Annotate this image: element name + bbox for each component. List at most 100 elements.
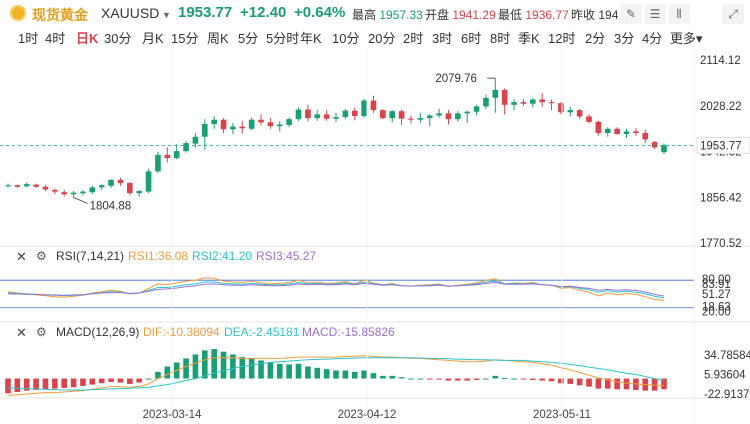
- tab-4时[interactable]: 4时: [45, 31, 66, 46]
- expand-icon[interactable]: ⤢: [722, 4, 744, 24]
- candle-body: [42, 186, 49, 190]
- stat-open: 开盘 1941.29: [425, 8, 496, 22]
- tab-20分[interactable]: 20分: [368, 31, 396, 46]
- tab-4分[interactable]: 4分: [642, 31, 663, 46]
- tab-周K[interactable]: 周K: [207, 31, 229, 46]
- tab-3时[interactable]: 3时: [432, 31, 453, 46]
- macd-bar: [127, 378, 133, 384]
- instrument-symbol[interactable]: XAUUSD: [101, 5, 160, 21]
- macd-bar: [42, 378, 49, 390]
- macd-bar: [183, 358, 189, 379]
- tab-更多[interactable]: 更多▾: [670, 31, 703, 46]
- macd-bar: [342, 370, 349, 379]
- tab-日K[interactable]: 日K: [76, 31, 99, 46]
- rsi-axis-label: 18.63: [702, 301, 731, 313]
- candle-body: [633, 131, 639, 134]
- candle-body: [576, 110, 583, 117]
- candle-body: [220, 119, 227, 130]
- candle-body: [276, 124, 283, 127]
- candle-body: [211, 119, 217, 124]
- tab-2时[interactable]: 2时: [403, 31, 424, 46]
- candle-body: [370, 100, 377, 111]
- rsi1-value: RSI1:36.08: [128, 249, 189, 263]
- candle-body: [145, 171, 152, 192]
- candle-body: [201, 123, 208, 137]
- candle-body: [642, 133, 649, 140]
- high-annotation: 2079.76: [435, 73, 477, 85]
- tab-1时[interactable]: 1时: [18, 31, 39, 46]
- dif-value: DIF:-10.38094: [143, 325, 220, 339]
- rsi-series-RSI2: [7, 280, 665, 299]
- macd-bar: [483, 378, 489, 380]
- rsi-settings-icon[interactable]: ⚙: [36, 249, 47, 263]
- candle-body: [98, 185, 105, 188]
- tab-5分时[interactable]: 5分时: [266, 31, 300, 46]
- price-axis-label: 1770.52: [700, 238, 742, 250]
- candle-body: [192, 136, 199, 144]
- candle-body: [529, 99, 536, 104]
- tab-2分[interactable]: 2分: [585, 31, 606, 46]
- macd-bar: [61, 378, 68, 388]
- tab-30分[interactable]: 30分: [104, 31, 132, 46]
- tab-6时[interactable]: 6时: [461, 31, 482, 46]
- tab-5分[interactable]: 5分: [238, 31, 259, 46]
- macd-bar: [398, 377, 405, 379]
- macd-bar: [108, 378, 114, 382]
- macd-bar: [239, 357, 246, 379]
- candle-body: [408, 118, 414, 120]
- candle-body: [651, 142, 658, 148]
- candle-body: [661, 145, 667, 153]
- symbol-dropdown-icon[interactable]: ▼: [162, 10, 171, 20]
- macd-bar: [258, 360, 264, 379]
- candle-body: [136, 191, 143, 194]
- macd-bar: [408, 378, 414, 380]
- candle-body: [417, 118, 424, 120]
- price-change-percent: +0.64%: [294, 4, 346, 21]
- candle-body: [567, 110, 574, 113]
- macd-header: ✕ ⚙ MACD(12,26,9) DIF:-10.38094 DEA:-2.4…: [0, 325, 750, 343]
- tab-季K[interactable]: 季K: [518, 31, 540, 46]
- candle-body: [267, 122, 274, 127]
- tab-15分[interactable]: 15分: [171, 31, 199, 46]
- close-macd-icon[interactable]: ✕: [16, 325, 27, 340]
- close-rsi-icon[interactable]: ✕: [16, 249, 27, 264]
- tab-月K[interactable]: 月K: [142, 31, 164, 46]
- macd-bar: [211, 349, 217, 379]
- macd-bar: [33, 378, 39, 390]
- candle-body: [155, 154, 161, 172]
- rsi-axis-label: 20.00: [702, 307, 731, 319]
- candle-body: [164, 154, 171, 159]
- bars-icon[interactable]: ⫴: [668, 4, 690, 24]
- candle-body: [398, 111, 405, 119]
- candle-body: [380, 110, 386, 119]
- macd-bar: [192, 354, 199, 379]
- candle-body: [483, 97, 489, 107]
- macd-bar: [145, 378, 152, 380]
- candle-body: [604, 128, 611, 134]
- pencil-icon[interactable]: ✎: [620, 4, 642, 24]
- candle-body: [501, 89, 508, 105]
- macd-bar: [623, 378, 630, 390]
- candle-body: [473, 106, 480, 112]
- candle-body: [323, 114, 330, 119]
- tab-年K[interactable]: 年K: [300, 31, 322, 46]
- tab-12时[interactable]: 12时: [548, 31, 576, 46]
- candle-body: [14, 185, 21, 187]
- chart-area[interactable]: 2114.122028.221942.321856.421770.521953.…: [0, 48, 750, 424]
- rsi2-value: RSI2:41.20: [192, 249, 253, 263]
- candle-body: [492, 89, 499, 98]
- macd-bar: [333, 370, 339, 379]
- indicator-icon[interactable]: ☰: [644, 4, 666, 24]
- rsi-title: RSI(7,14,21): [56, 249, 125, 263]
- candle-body: [108, 179, 114, 186]
- candle-body: [183, 143, 189, 152]
- macd-bar: [52, 378, 58, 389]
- tab-3分[interactable]: 3分: [614, 31, 635, 46]
- tab-8时[interactable]: 8时: [490, 31, 511, 46]
- tab-10分[interactable]: 10分: [332, 31, 360, 46]
- candle-body: [455, 113, 461, 120]
- stat-low: 最低 1936.77: [498, 8, 569, 22]
- candle-body: [623, 131, 630, 135]
- macd-settings-icon[interactable]: ⚙: [36, 325, 47, 339]
- macd-bar: [586, 378, 592, 387]
